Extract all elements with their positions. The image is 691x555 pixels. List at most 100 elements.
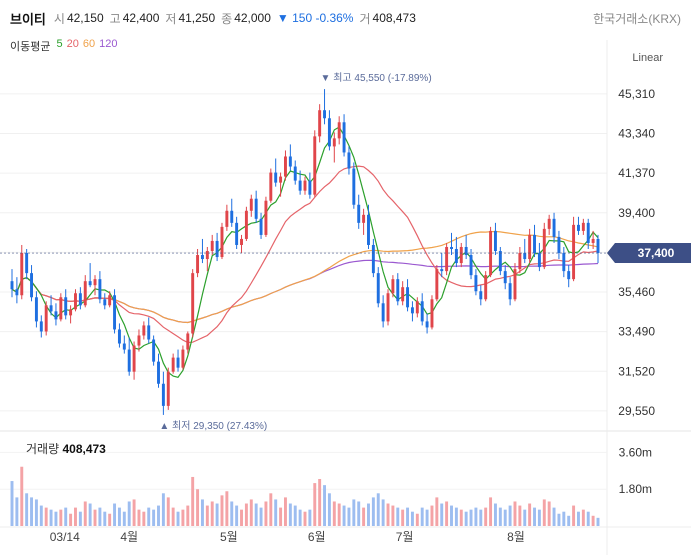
volume-bar [318,479,322,526]
price-tick-label: 39,400 [618,206,655,220]
ma-20-label[interactable]: 20 [66,38,79,50]
candle-body [445,246,449,272]
volume-bar [210,501,214,526]
high-value: 42,400 [122,11,160,25]
candle-body [98,279,102,300]
candle-body [240,238,243,245]
volume-bar [498,507,502,526]
candle-body [235,222,239,245]
volume-bar [401,509,405,526]
volume-bar [303,511,307,526]
candle-body [542,228,546,268]
quote-header: 브이티 시 42,150 고 42,400 저 41,250 종 42,000 … [10,8,422,28]
candle-body [479,291,483,300]
candle-body [259,218,263,235]
volume-bar [489,497,493,526]
volume-bar [157,505,160,526]
volume-bar [552,507,556,526]
volume-bar [15,497,19,526]
volume-bar [161,493,165,526]
candle-body [147,325,151,340]
ma-120-label[interactable]: 120 [99,38,118,50]
volume-bar [430,505,434,526]
candle-body [454,248,458,264]
candle-body [54,311,58,320]
candle-body [523,253,527,260]
volume-bar [93,509,97,526]
volume-bar [459,509,463,526]
volume-bar [367,503,370,526]
candle-body [15,289,19,296]
x-tick-label: 4월 [120,530,138,544]
volume-bar [166,497,170,526]
volume-bar [254,503,258,526]
volume-bar [410,511,414,526]
volume-bar [445,501,449,526]
low-label: 저 [165,11,177,26]
volume-bar [435,497,439,526]
volume-bar [518,505,522,526]
volume-bar [352,499,356,526]
price-tick-label: 35,460 [618,285,655,299]
volume-value: 408,473 [372,11,416,25]
candle-body [196,255,200,274]
candle-body [327,118,331,147]
volume-bar [464,511,468,526]
volume-bar [577,511,580,526]
volume-bar [54,511,58,526]
candle-body [200,255,204,260]
volume-bar [64,507,68,526]
volume-bar [191,476,195,526]
candle-body [20,253,24,296]
open-value: 42,150 [66,11,104,25]
low-annotation: ▲ 최저 29,350 (27.43%) [159,420,267,432]
price-tick-label: 31,520 [618,364,655,378]
open-label: 시 [53,11,65,26]
x-tick-label: 5월 [220,530,238,544]
stock-name: 브이티 [10,11,46,27]
volume-bar [83,501,87,526]
price-tick-label: 33,490 [618,325,655,339]
x-tick-label: 03/14 [50,530,80,544]
candle-body [30,273,33,298]
volume-bar [479,509,483,526]
candle-body [88,281,92,286]
volume-bar [493,503,497,526]
candle-body [225,210,229,227]
candle-body [93,279,97,286]
candle-body [318,110,322,137]
scale-toggle[interactable]: Linear [632,52,663,64]
x-tick-label: 6월 [308,530,326,544]
volume-bar [69,513,73,526]
volume-panel-label: 거래량 408,473 [26,440,106,457]
candle-body [59,297,63,320]
candle-body [528,234,532,260]
volume-bar [113,503,117,526]
volume-bar [381,499,385,526]
volume-bar [562,511,566,526]
volume-bar [44,507,48,526]
volume-bar [591,515,595,526]
candle-body [264,200,268,235]
volume-bar [581,509,585,526]
candle-body [293,166,297,181]
moving-average-legend[interactable]: 이동평균 5 20 60 120 [10,38,117,54]
low-value: 41,250 [178,11,216,25]
volume-bar [362,507,366,526]
candle-body [152,339,156,362]
volume-bar [454,507,458,526]
volume-bar [415,513,419,526]
volume-bar [327,493,331,526]
volume-bar [288,503,292,526]
price-tick-label: 43,340 [618,127,655,141]
candle-body [122,343,126,350]
volume-bar [391,505,395,526]
volume-bar [88,503,92,526]
volume-bar [74,507,77,526]
volume-bar [142,511,146,526]
ma-5-label[interactable]: 5 [56,38,63,50]
x-tick-label: 8월 [507,530,525,544]
volume-bar [152,509,156,526]
ma-60-label[interactable]: 60 [82,38,96,50]
